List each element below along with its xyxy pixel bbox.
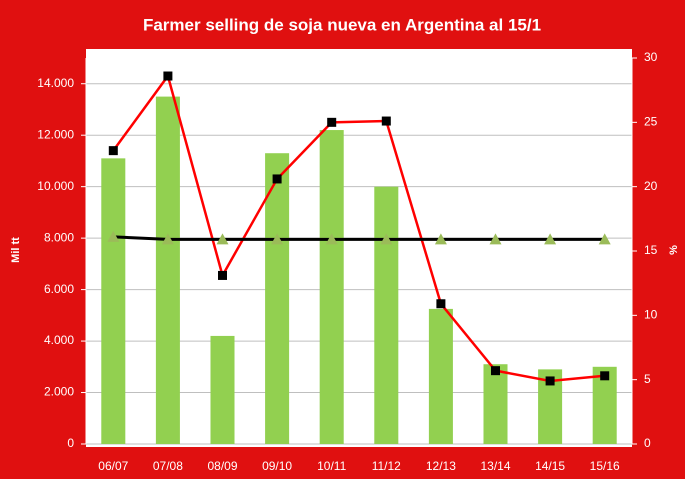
line	[113, 235, 605, 241]
marker	[544, 233, 557, 245]
marker	[161, 233, 174, 245]
y2-tick-label: 15	[644, 243, 658, 257]
line	[112, 73, 605, 383]
y2-tick-label: 5	[644, 372, 651, 386]
y-tick-label: 0	[67, 436, 74, 450]
y-tick-label: 2.000	[44, 385, 74, 399]
x-tick-label: 09/10	[262, 459, 292, 473]
bar	[155, 96, 180, 444]
bar	[483, 364, 508, 444]
x-tick-label: 10/11	[317, 459, 346, 473]
marker	[381, 116, 391, 126]
marker	[216, 233, 229, 245]
y2-tick-label: 10	[644, 308, 658, 322]
x-tick-label: 13/14	[480, 459, 510, 473]
y-tick-label: 4.000	[44, 333, 74, 347]
y2-tick-label: 20	[644, 179, 658, 193]
bar	[210, 335, 235, 444]
y-tick-label: 12.000	[37, 127, 74, 141]
x-tick-label: 08/09	[207, 459, 237, 473]
marker	[272, 174, 282, 184]
marker	[434, 233, 447, 245]
marker	[598, 233, 611, 245]
y-tick-label: 10.000	[37, 179, 74, 193]
x-tick-label: 11/12	[372, 459, 401, 473]
marker	[163, 71, 173, 81]
chart-title: Farmer selling de soja nueva en Argentin…	[143, 15, 541, 34]
marker	[600, 371, 610, 381]
x-tick-label: 07/08	[153, 459, 183, 473]
marker	[271, 233, 284, 245]
bar	[265, 153, 290, 445]
bar	[101, 158, 126, 445]
y2-tick-label: 25	[644, 115, 658, 129]
x-tick-label: 06/07	[98, 459, 128, 473]
marker	[436, 299, 446, 309]
bar	[319, 130, 344, 444]
y-tick-label: 14.000	[37, 76, 74, 90]
x-tick-label: 12/13	[426, 459, 456, 473]
y-tick-label: 6.000	[44, 282, 74, 296]
bar	[374, 186, 399, 444]
y2-tick-label: 30	[644, 50, 658, 64]
bar	[428, 308, 453, 444]
marker	[489, 233, 502, 245]
x-tick-label: 15/16	[590, 459, 620, 473]
marker	[218, 270, 227, 280]
y-axis-label: Mil tt	[10, 237, 22, 263]
x-tick-label: 14/15	[535, 459, 565, 473]
y2-axis-label: %	[668, 245, 680, 255]
marker	[380, 233, 393, 245]
marker	[545, 376, 555, 386]
y2-tick-label: 0	[644, 436, 651, 450]
y-tick-label: 8.000	[44, 230, 74, 244]
marker	[491, 366, 500, 376]
marker	[325, 233, 338, 245]
marker	[108, 146, 118, 156]
marker	[327, 117, 337, 127]
marker	[107, 230, 120, 242]
